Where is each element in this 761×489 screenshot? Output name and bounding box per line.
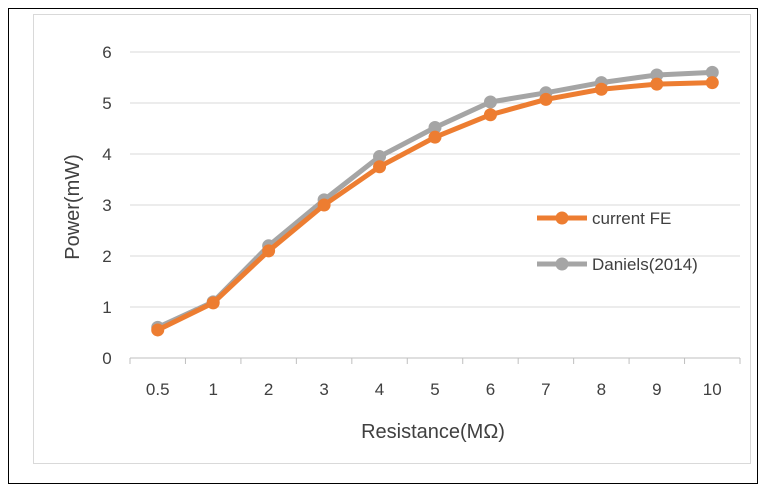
y-tick-label: 1	[102, 298, 111, 317]
x-tick-label: 2	[264, 380, 273, 399]
y-tick-label: 6	[102, 43, 111, 62]
x-tick-label: 9	[652, 380, 661, 399]
legend-label-daniels: Daniels(2014)	[592, 255, 698, 274]
gridlines	[129, 51, 741, 364]
legend-label-current-fe: current FE	[592, 209, 671, 228]
data-point-current-fe	[206, 296, 220, 310]
x-tick-label: 8	[597, 380, 606, 399]
data-point-daniels-2014	[705, 65, 719, 79]
data-point-current-fe	[594, 82, 608, 96]
series-line-daniels-2014	[155, 69, 715, 330]
data-point-daniels-2014	[373, 150, 387, 164]
y-tick-label: 5	[102, 94, 111, 113]
x-axis-title: Resistance(MΩ)	[361, 421, 505, 443]
x-tick-label: 10	[703, 380, 722, 399]
data-point-current-fe	[483, 108, 497, 122]
data-point-daniels-2014	[428, 120, 442, 134]
chart-area	[33, 14, 751, 464]
data-point-current-fe	[317, 198, 331, 212]
x-tick-label: 3	[319, 380, 328, 399]
x-tick-label: 7	[541, 380, 550, 399]
x-tick-label: 5	[430, 380, 439, 399]
legend-marker-current-fe	[555, 211, 569, 225]
x-tick-label: 6	[486, 380, 495, 399]
data-point-current-fe	[151, 323, 165, 337]
y-tick-label: 4	[102, 145, 111, 164]
data-point-current-fe	[650, 77, 664, 91]
data-point-current-fe	[373, 160, 387, 174]
y-tick-label: 3	[102, 196, 111, 215]
y-axis-title: Power(mW)	[62, 154, 84, 260]
figure-frame	[8, 8, 758, 484]
data-point-current-fe	[262, 244, 276, 258]
x-tick-label: 4	[375, 380, 384, 399]
data-point-current-fe	[705, 76, 719, 90]
data-point-daniels-2014	[483, 95, 497, 109]
series-current-fe	[151, 76, 719, 337]
data-point-current-fe	[428, 130, 442, 144]
y-tick-label: 0	[102, 349, 111, 368]
legend-marker-daniels	[555, 257, 569, 271]
data-point-daniels-2014	[650, 68, 664, 82]
series-layer	[151, 65, 719, 337]
y-tick-label: 2	[102, 247, 111, 266]
data-point-current-fe	[539, 92, 553, 106]
x-tick-label: 1	[208, 380, 217, 399]
series-daniels-2014	[151, 65, 719, 334]
x-tick-label: 0.5	[146, 380, 170, 399]
tick-labels: 0 1 2 3 4 5 6 0.5 1 2 3 4 5 6 7 8 9 10	[102, 43, 721, 399]
series-line-current-fe	[155, 80, 715, 333]
legend: current FE Daniels(2014)	[537, 209, 698, 274]
